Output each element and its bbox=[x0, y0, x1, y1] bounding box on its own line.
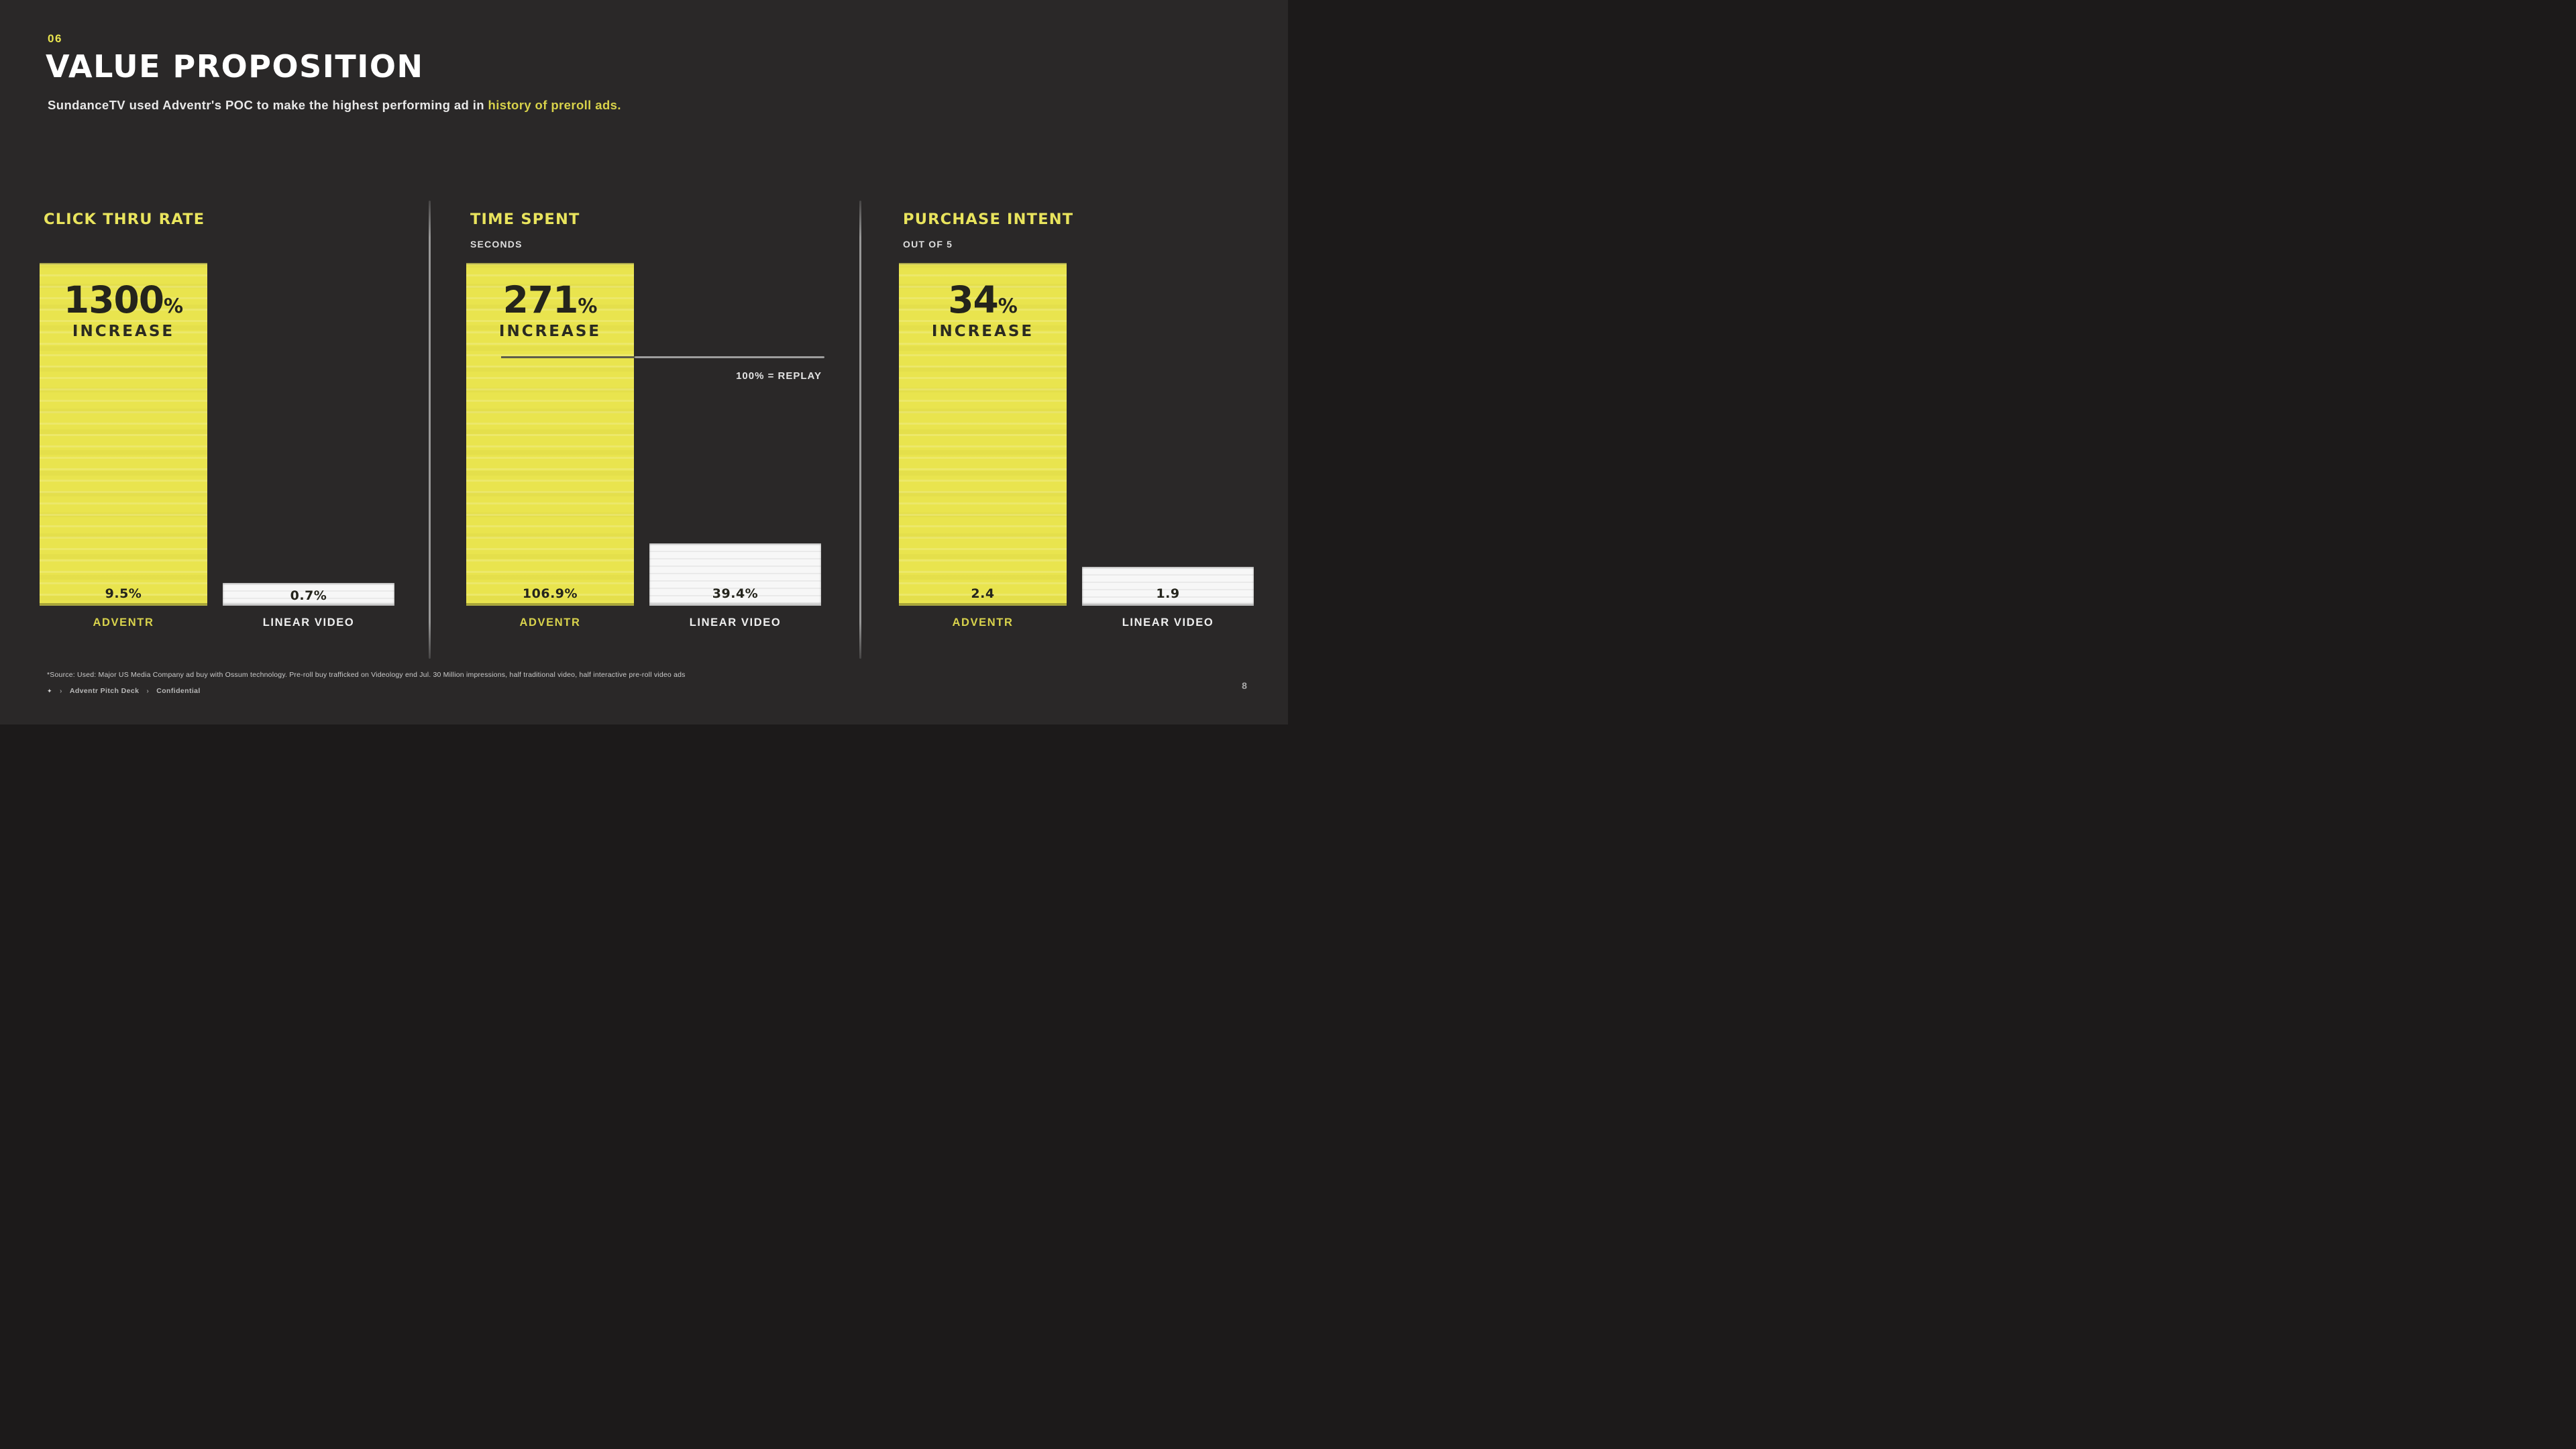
chart-click-thru-rate: CLICK THRU RATE 1300% INCREASE 9.5% 0.7%… bbox=[40, 201, 415, 644]
page-title: VALUE PROPOSITION bbox=[46, 48, 424, 85]
chart-unit-label: SECONDS bbox=[470, 239, 523, 250]
increase-caption: INCREASE bbox=[931, 323, 1034, 340]
footer-breadcrumb: ✦ › Adventr Pitch Deck › Confidential bbox=[47, 687, 201, 695]
bar-value-label: 39.4% bbox=[712, 586, 759, 601]
bar-adventr: 1300% INCREASE 9.5% bbox=[40, 263, 207, 606]
big-value: 34% INCREASE bbox=[899, 282, 1067, 341]
big-value-percent-sign: % bbox=[998, 294, 1018, 317]
chart-heading: TIME SPENT bbox=[470, 211, 580, 228]
breadcrumb-separator: › bbox=[146, 687, 150, 695]
replay-reference-line-over-bar bbox=[501, 356, 635, 358]
subtitle: SundanceTV used Adventr's POC to make th… bbox=[48, 98, 621, 113]
chart-heading: CLICK THRU RATE bbox=[44, 211, 205, 228]
bar-group: 34% INCREASE 2.4 1.9 bbox=[899, 263, 1275, 606]
bar-value-label: 1.9 bbox=[1156, 586, 1180, 601]
bar-value-label: 2.4 bbox=[971, 586, 995, 601]
category-label-adventr: ADVENTR bbox=[519, 616, 581, 629]
bar-adventr: 271% INCREASE 106.9% bbox=[466, 263, 634, 606]
chart-unit-label: OUT OF 5 bbox=[903, 239, 953, 250]
chart-purchase-intent: PURCHASE INTENT OUT OF 5 34% INCREASE 2.… bbox=[899, 201, 1275, 644]
subtitle-highlight-text: history of preroll ads. bbox=[488, 98, 621, 112]
bar-group: 271% INCREASE 106.9% 39.4% bbox=[466, 263, 842, 606]
replay-annotation: 100% = REPLAY bbox=[736, 370, 822, 382]
source-footnote: *Source: Used: Major US Media Company ad… bbox=[47, 671, 686, 679]
confidential-label: Confidential bbox=[156, 687, 201, 695]
subtitle-plain-text: SundanceTV used Adventr's POC to make th… bbox=[48, 98, 488, 112]
chart-time-spent: TIME SPENT SECONDS 271% INCREASE 106.9% … bbox=[466, 201, 842, 644]
section-divider bbox=[429, 201, 431, 659]
increase-caption: INCREASE bbox=[72, 323, 175, 340]
section-divider bbox=[859, 201, 861, 659]
big-value-number: 271 bbox=[502, 278, 579, 321]
slide-number-kicker: 06 bbox=[48, 32, 62, 45]
bar-linear-video: 39.4% bbox=[649, 543, 821, 606]
big-value-percent-sign: % bbox=[164, 294, 184, 317]
bar-value-label: 9.5% bbox=[105, 586, 142, 601]
bar-value-label: 106.9% bbox=[522, 586, 578, 601]
increase-caption: INCREASE bbox=[498, 323, 602, 340]
category-label-linear-video: LINEAR VIDEO bbox=[1122, 616, 1214, 629]
big-value-number: 1300 bbox=[63, 278, 164, 321]
big-value-number: 34 bbox=[948, 278, 999, 321]
category-label-adventr: ADVENTR bbox=[93, 616, 154, 629]
category-label-linear-video: LINEAR VIDEO bbox=[262, 616, 355, 629]
category-label-adventr: ADVENTR bbox=[952, 616, 1014, 629]
replay-reference-line bbox=[635, 356, 824, 358]
bar-linear-video: 1.9 bbox=[1082, 567, 1254, 606]
page-number: 8 bbox=[1242, 680, 1247, 691]
deck-name: Adventr Pitch Deck bbox=[69, 687, 140, 695]
breadcrumb-separator: › bbox=[59, 687, 62, 695]
big-value-percent-sign: % bbox=[578, 294, 598, 317]
bar-value-label: 0.7% bbox=[290, 588, 327, 603]
bar-group: 1300% INCREASE 9.5% 0.7% bbox=[40, 263, 415, 606]
bar-linear-video: 0.7% bbox=[223, 583, 394, 606]
category-label-linear-video: LINEAR VIDEO bbox=[689, 616, 782, 629]
big-value: 1300% INCREASE bbox=[40, 282, 207, 341]
chart-heading: PURCHASE INTENT bbox=[903, 211, 1074, 228]
bar-adventr: 34% INCREASE 2.4 bbox=[899, 263, 1067, 606]
big-value: 271% INCREASE bbox=[466, 282, 634, 341]
slide: 06 VALUE PROPOSITION SundanceTV used Adv… bbox=[0, 0, 1288, 724]
adventr-logo-icon: ✦ bbox=[47, 687, 52, 694]
